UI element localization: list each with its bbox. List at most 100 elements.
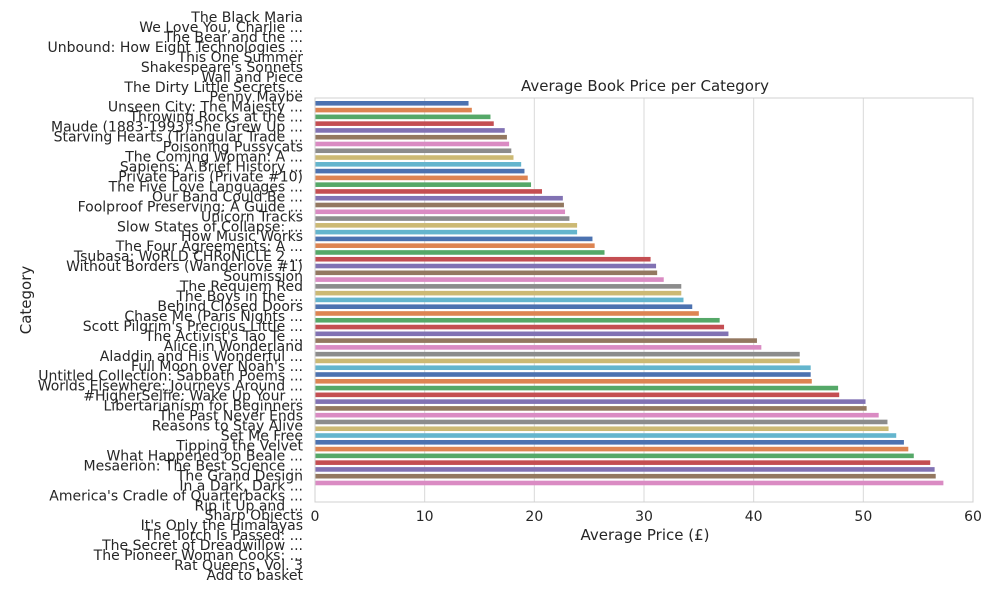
bar [315,107,472,113]
category-label: Private Paris (Private #10) [118,169,303,185]
bar [315,148,512,154]
bar [315,263,657,269]
bar [315,141,510,147]
bar [315,317,720,323]
bar [315,453,914,459]
category-label: Unbound: How Eight Technologies ... [47,40,303,56]
category-label: The Dirty Little Secrets ... [123,80,303,96]
category-label: Mesaerion: The Best Science ... [84,458,303,474]
category-label: Penny Maybe [210,90,303,106]
category-label: We Love You, Charlie ... [139,20,303,36]
bar [315,202,564,208]
x-tick-label: 30 [635,509,653,525]
category-label: Unseen City: The Majesty ... [108,100,303,116]
bar [315,175,528,181]
category-label: Shakespeare's Sonnets [141,60,303,76]
category-label: Foolproof Preserving: A Guide ... [78,199,303,215]
y-axis-title: Category [17,266,35,335]
category-label: The Black Maria [190,10,303,26]
category-label: America's Cradle of Quarterbacks ... [49,488,303,504]
category-label: The Past Never Ends [158,409,303,425]
category-label: Aladdin and His Wonderful ... [100,349,303,365]
bar [315,114,491,120]
bar [315,229,578,235]
category-label: The Four Agreements: A ... [115,239,303,255]
category-label: Worlds Elsewhere: Journeys Around ... [38,379,303,395]
category-label: Wall and Piece [202,70,304,86]
bar [315,101,469,106]
category-label: Alice in Wonderland [164,339,303,355]
bar [315,223,578,228]
category-label: Scott Pilgrim's Precious Little ... [83,319,303,335]
category-label: In a Dark, Dark ... [179,478,303,494]
category-label: The Grand Design [176,468,303,484]
category-label: Rat Queens, Vol. 3 [174,558,303,574]
category-label: The Five Love Languages ... [108,179,303,195]
bar [315,290,682,296]
bar [315,297,684,303]
plot-area-frame [314,97,974,503]
category-label: Set Me Free [221,429,303,445]
bar [315,467,935,472]
category-label: Unicorn Tracks [201,209,303,225]
bar [315,345,762,350]
category-label: The Secret of Dreadwillow ... [101,538,303,554]
category-label: The Boys in the ... [175,289,303,305]
category-label: The Pioneer Woman Cooks: ... [93,548,303,564]
x-tick-labels: 0 10 20 30 40 50 60 [311,509,982,525]
bar [315,433,897,438]
bar [315,134,507,140]
bar [315,412,879,418]
bar [315,446,909,452]
category-label: Throwing Rocks at the ... [129,110,304,126]
bar [315,392,840,398]
bar [315,311,699,316]
bar [315,480,944,486]
bar [315,358,800,364]
bar [315,128,505,133]
category-label: Our Band Could Be ... [152,189,303,205]
bar [315,473,936,479]
category-label: This One Summer [177,50,304,66]
category-label: It's Only the Himalayas [141,518,303,534]
category-label: Reasons to Stay Alive [152,419,303,435]
category-label: Slow States of Collapse: ... [117,219,303,235]
bar-series [315,101,944,486]
x-tick-label: 40 [745,509,763,525]
x-tick-label: 50 [854,509,872,525]
bar [315,284,682,289]
category-label: #HigherSelfie: Wake Up Your ... [83,389,303,405]
bar [315,399,866,404]
category-label: The Bear and the ... [163,30,303,46]
category-label: Untitled Collection: Sabbath Poems ... [38,369,303,385]
bar [315,189,543,194]
bar [315,270,658,276]
bar [315,440,904,445]
category-label: Tsubasa: WoRLD CHRoNiCLE 2 ... [73,249,303,265]
x-tick-label: 20 [525,509,543,525]
bar [315,121,494,126]
category-label: What Happened on Beale ... [106,448,303,464]
category-label: The Requiem Red [179,279,303,295]
category-label: Chase Me (Paris Nights ... [124,309,303,325]
category-label: Sharp Objects [205,508,303,524]
bar [315,216,570,221]
bar [315,419,888,425]
category-label: Poisoning Pussycats [163,140,303,156]
category-label: Soumission [223,269,303,285]
category-label: Without Borders (Wanderlove #1) [66,259,303,275]
bar [315,385,839,391]
x-axis-title: Average Price (£) [581,526,710,544]
category-label: How Music Works [181,229,303,245]
bar [315,351,800,357]
bar [315,256,651,262]
bar [315,331,729,337]
bar [315,365,811,371]
bar [315,243,595,248]
category-label: Add to basket [206,568,303,584]
bar [315,460,931,465]
bar [315,182,532,187]
category-label: Libertarianism for Beginners [104,399,304,415]
